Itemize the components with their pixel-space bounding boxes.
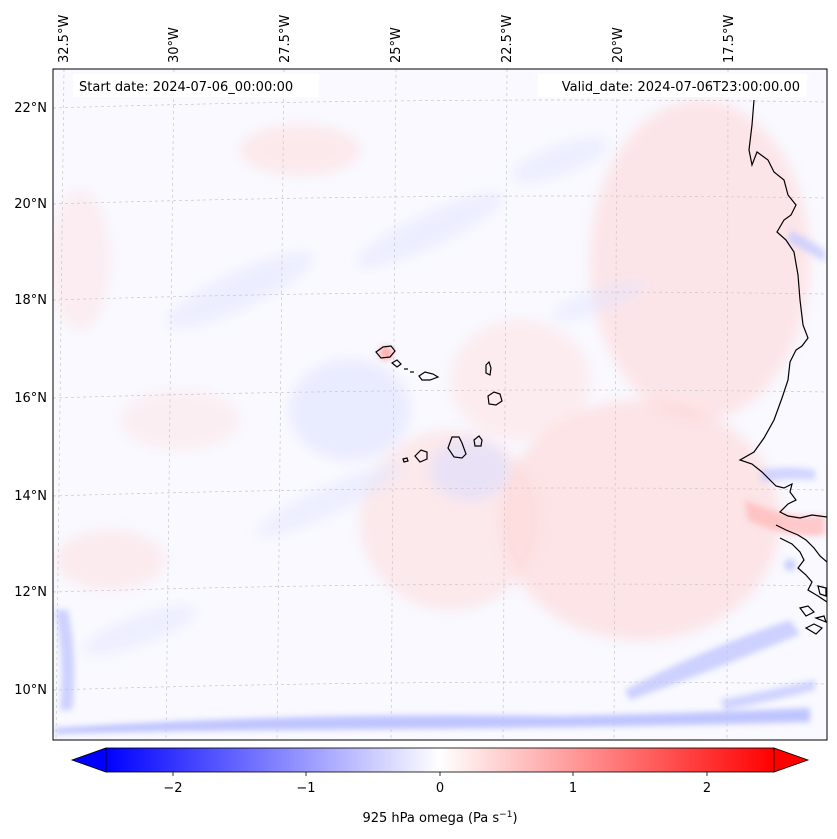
lat-label-22n: 22°N — [14, 101, 47, 116]
island-brava — [402, 457, 409, 463]
lat-label-14n: 14°N — [14, 489, 47, 504]
colorbar: −2 −1 0 1 2 925 hPa omega (Pa s−1) — [70, 747, 810, 826]
colorbar-label: 925 hPa omega (Pa s−1) — [362, 810, 517, 826]
omega-field-bands — [55, 230, 825, 734]
colorbar-tick-minus1: −1 — [296, 781, 315, 796]
start-date-box — [73, 74, 319, 97]
colorbar-tick-0: 0 — [436, 781, 444, 796]
valid-date-box — [538, 74, 807, 97]
colorbar-label-exp: −1 — [499, 810, 512, 820]
island-sal — [485, 360, 492, 376]
island-sao-vicente — [390, 359, 402, 368]
colorbar-max-extend — [773, 747, 810, 773]
colorbar-tick-2: 2 — [703, 781, 711, 796]
island-fogo — [414, 449, 428, 463]
lat-label-20n: 20°N — [14, 197, 47, 212]
lon-label-25w: 25°W — [389, 27, 404, 63]
colorbar-tick-1: 1 — [569, 781, 577, 796]
omega-field — [53, 100, 810, 655]
colorbar-min-extend — [70, 747, 107, 773]
colorbar-bar — [105, 747, 775, 773]
lon-label-22-5w: 22.5°W — [500, 15, 515, 63]
map-frame — [52, 68, 828, 741]
colorbar-tick-minus2: −2 — [163, 781, 182, 796]
colorbar-label-main: 925 hPa omega (Pa s — [362, 811, 499, 826]
island-boa-vista — [487, 391, 503, 406]
latitude-labels: 22°N 20°N 18°N 16°N 14°N 12°N 10°N — [14, 101, 47, 698]
cape-verde-islands — [375, 345, 503, 463]
coastline-africa — [738, 99, 827, 635]
lon-label-20w: 20°W — [611, 27, 626, 63]
longitude-labels: 32.5°W 30°W 27.5°W 25°W 22.5°W 20°W 17.5… — [57, 15, 737, 63]
lat-label-10n: 10°N — [14, 683, 47, 698]
valid-date-label: Valid_date: 2024-07-06T23:00:00.00 — [562, 80, 800, 95]
lon-label-32-5w: 32.5°W — [57, 15, 72, 63]
graticule — [53, 69, 827, 740]
colorbar-label-end: ) — [512, 811, 517, 826]
island-maio — [473, 435, 483, 447]
map-panel: Start date: 2024-07-06_00:00:00 Valid_da… — [53, 69, 827, 740]
start-date-label: Start date: 2024-07-06_00:00:00 — [79, 80, 293, 95]
lat-label-16n: 16°N — [14, 391, 47, 406]
lon-label-17-5w: 17.5°W — [722, 15, 737, 63]
lat-label-18n: 18°N — [14, 293, 47, 308]
island-sao-nicolau — [418, 371, 440, 381]
island-santo-antao — [375, 345, 396, 359]
lat-label-12n: 12°N — [14, 585, 47, 600]
island-santiago — [447, 436, 467, 459]
lon-label-30w: 30°W — [167, 27, 182, 63]
lon-label-27-5w: 27.5°W — [278, 15, 293, 63]
